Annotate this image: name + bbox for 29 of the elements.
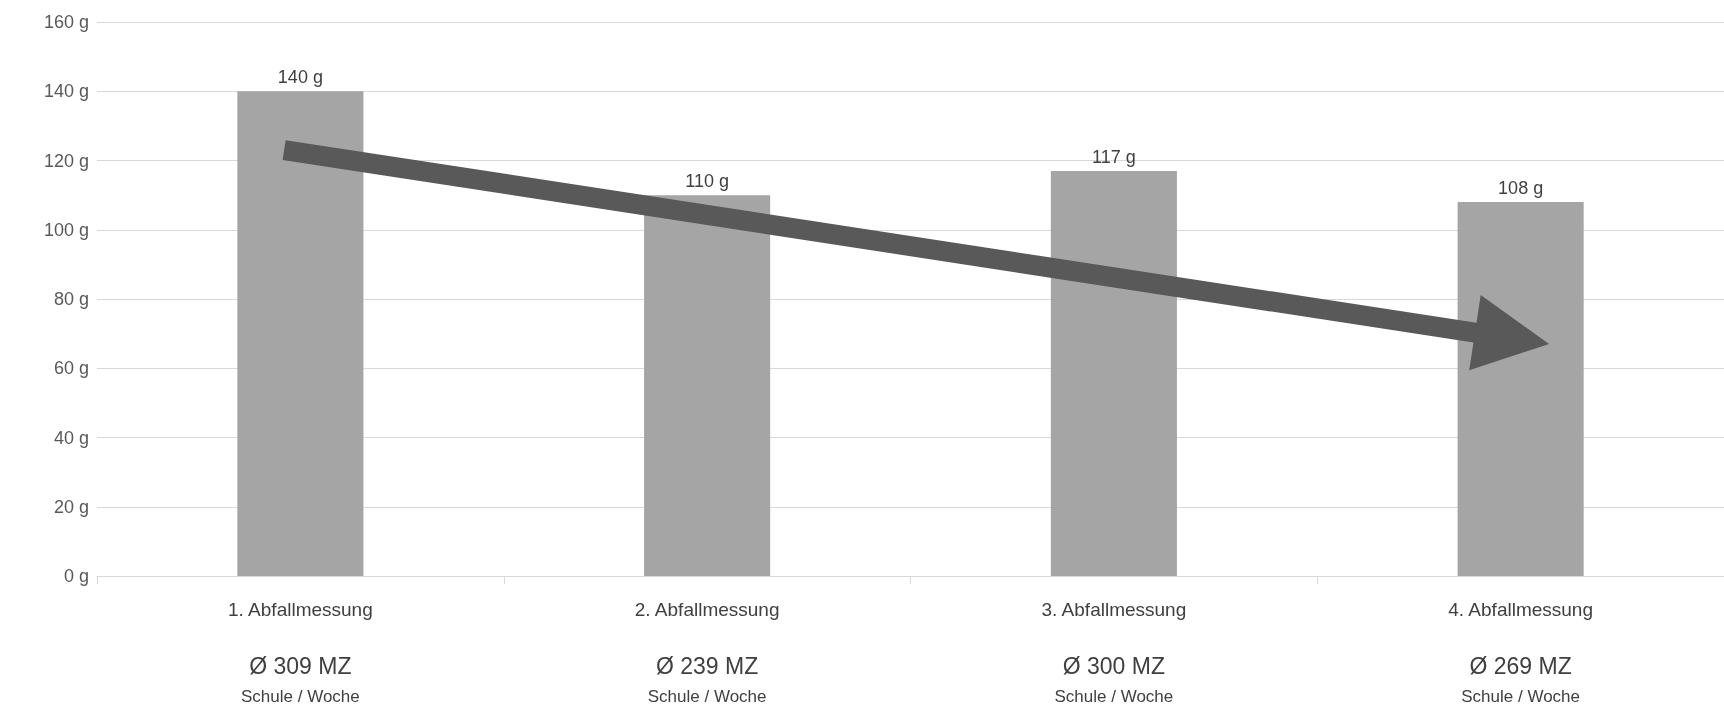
data-label: 108 g bbox=[1498, 178, 1544, 199]
x-tick-label: 2. Abfallmessung bbox=[634, 599, 780, 620]
text: Ø 269 MZ bbox=[1469, 652, 1572, 679]
text: Schule / Woche bbox=[647, 687, 767, 706]
y-tick-label: 140 g bbox=[43, 81, 89, 102]
text: Ø 300 MZ bbox=[1062, 652, 1166, 679]
y-tick-label: 20 g bbox=[53, 496, 89, 517]
y-tick-label: 160 g bbox=[43, 12, 89, 32]
y-tick-label: 40 g bbox=[53, 427, 89, 448]
data-label: 140 g bbox=[277, 67, 323, 88]
y-tick-label: 0 g bbox=[63, 566, 89, 586]
bar bbox=[1050, 170, 1177, 576]
text: Schule / Woche bbox=[240, 687, 360, 706]
y-tick-label: 80 g bbox=[53, 289, 89, 309]
x-tick-label: 1. Abfallmessung bbox=[228, 599, 373, 620]
y-tick-label: 60 g bbox=[53, 358, 89, 379]
data-label: 110 g bbox=[685, 171, 729, 192]
y-tick-label: 120 g bbox=[43, 150, 89, 171]
y-tick-label: 100 g bbox=[43, 219, 89, 240]
bar bbox=[644, 195, 771, 576]
text: Schule / Woche bbox=[1461, 687, 1581, 706]
text: Schule / Woche bbox=[1054, 687, 1174, 706]
text: Ø 239 MZ bbox=[655, 652, 759, 679]
x-tick-label: 4. Abfallmessung bbox=[1448, 599, 1593, 620]
x-tick-label: 3. Abfallmessung bbox=[1041, 599, 1187, 620]
bar bbox=[237, 91, 364, 576]
text: Ø 309 MZ bbox=[249, 652, 352, 679]
bar bbox=[1457, 202, 1584, 576]
data-label: 117 g bbox=[1092, 146, 1136, 167]
